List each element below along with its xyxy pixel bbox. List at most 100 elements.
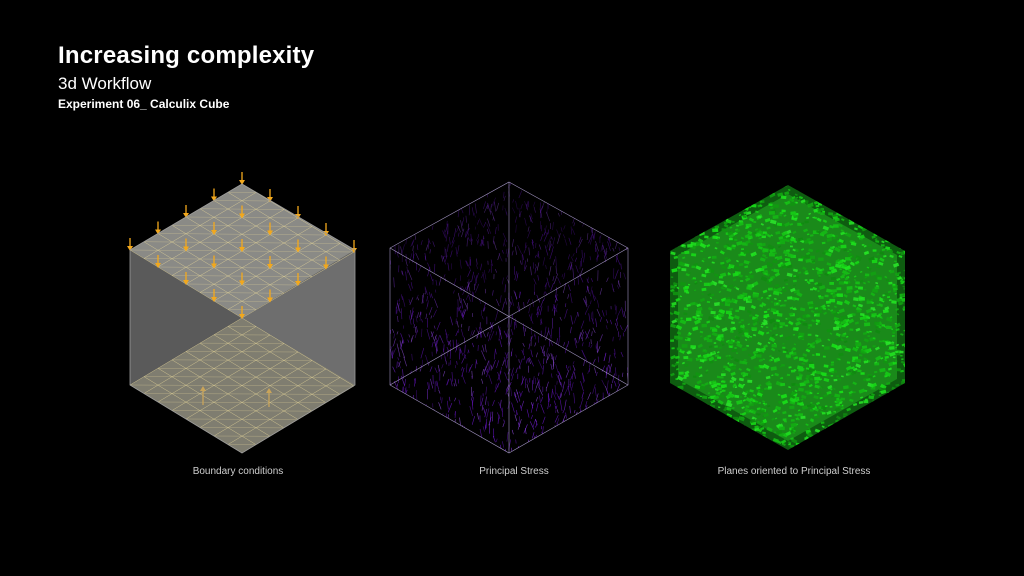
plane-mark [706, 211, 713, 217]
plane-mark [721, 228, 728, 232]
stress-mark [454, 419, 456, 429]
plane-mark [768, 318, 776, 324]
plane-mark [802, 266, 807, 271]
plane-mark [870, 402, 877, 408]
plane-mark [770, 444, 775, 447]
page-subtitle: 3d Workflow [58, 74, 152, 93]
plane-mark [830, 203, 837, 207]
stress-mark [588, 313, 591, 322]
plane-mark [728, 196, 731, 199]
stress-mark [398, 218, 401, 223]
plane-mark [853, 210, 860, 217]
plane-mark [797, 371, 802, 375]
plane-mark [894, 323, 897, 325]
stress-mark [606, 208, 610, 219]
stress-mark [574, 257, 578, 262]
stress-mark [519, 213, 521, 218]
plane-mark [670, 408, 674, 413]
stress-mark [535, 183, 538, 193]
stress-mark [567, 340, 570, 347]
plane-mark [824, 405, 828, 408]
stress-mark [601, 310, 605, 317]
plane-mark [766, 188, 771, 191]
stress-mark [570, 226, 572, 235]
stress-mark [465, 363, 468, 373]
stress-mark [608, 238, 612, 247]
stress-mark [532, 201, 536, 207]
plane-mark [769, 248, 777, 254]
plane-mark [799, 307, 806, 312]
plane-mark [779, 334, 784, 338]
stress-mark [461, 228, 465, 238]
stress-mark [444, 255, 448, 262]
plane-mark [822, 225, 830, 231]
plane-mark [682, 256, 686, 260]
plane-mark [679, 399, 683, 402]
plane-mark [840, 218, 845, 222]
stress-mark [550, 283, 554, 292]
mesh-line [157, 266, 327, 269]
stress-mark [620, 263, 622, 270]
stress-mark [547, 398, 550, 410]
stress-mark [582, 298, 588, 308]
plane-mark [873, 205, 877, 209]
plane-mark [903, 190, 905, 194]
plane-mark [841, 273, 846, 277]
plane-mark [848, 387, 852, 390]
plane-mark [885, 398, 888, 401]
stress-mark [566, 196, 570, 202]
stress-mark [525, 359, 528, 364]
plane-mark [885, 279, 889, 282]
plane-mark [699, 358, 705, 363]
load-arrow [239, 172, 245, 185]
stress-mark [592, 327, 596, 334]
plane-mark [894, 395, 900, 400]
plane-mark [847, 254, 854, 258]
plane-mark [836, 277, 841, 282]
plane-mark [696, 419, 701, 424]
plane-mark [772, 437, 779, 443]
plane-mark [796, 377, 800, 381]
plane-mark [893, 424, 900, 429]
stress-mark [457, 448, 460, 453]
stress-mark [393, 199, 395, 208]
stress-mark [470, 233, 472, 241]
plane-mark [709, 296, 713, 299]
plane-mark [723, 284, 728, 288]
plane-mark [768, 203, 773, 207]
plane-mark [833, 326, 840, 331]
plane-mark [719, 442, 725, 446]
plane-mark [726, 287, 732, 293]
plane-mark [861, 420, 868, 425]
plane-mark [683, 191, 686, 194]
stress-mark [514, 322, 516, 326]
plane-mark [747, 284, 753, 288]
stress-mark [481, 350, 486, 361]
plane-mark [890, 191, 895, 195]
plane-mark [756, 415, 761, 419]
plane-mark [831, 343, 838, 349]
stress-mark [478, 218, 483, 227]
plane-mark [743, 185, 748, 189]
plane-mark [848, 394, 853, 397]
plane-mark [718, 346, 722, 349]
plane-mark [748, 206, 752, 209]
plane-mark [749, 271, 753, 274]
plane-mark [806, 404, 811, 408]
stress-mark [419, 368, 422, 372]
plane-mark [899, 395, 904, 399]
plane-mark [762, 402, 766, 405]
stress-mark [609, 191, 613, 199]
plane-mark [776, 423, 784, 429]
plane-mark [713, 314, 717, 318]
plane-mark [902, 285, 905, 288]
plane-mark [670, 323, 677, 329]
plane-mark [685, 317, 692, 321]
plane-mark [808, 240, 814, 245]
plane-mark [786, 236, 791, 240]
plane-mark [729, 330, 734, 334]
stress-mark [457, 232, 460, 237]
plane-mark [758, 229, 765, 236]
plane-mark [793, 429, 796, 432]
stress-mark [536, 306, 540, 316]
